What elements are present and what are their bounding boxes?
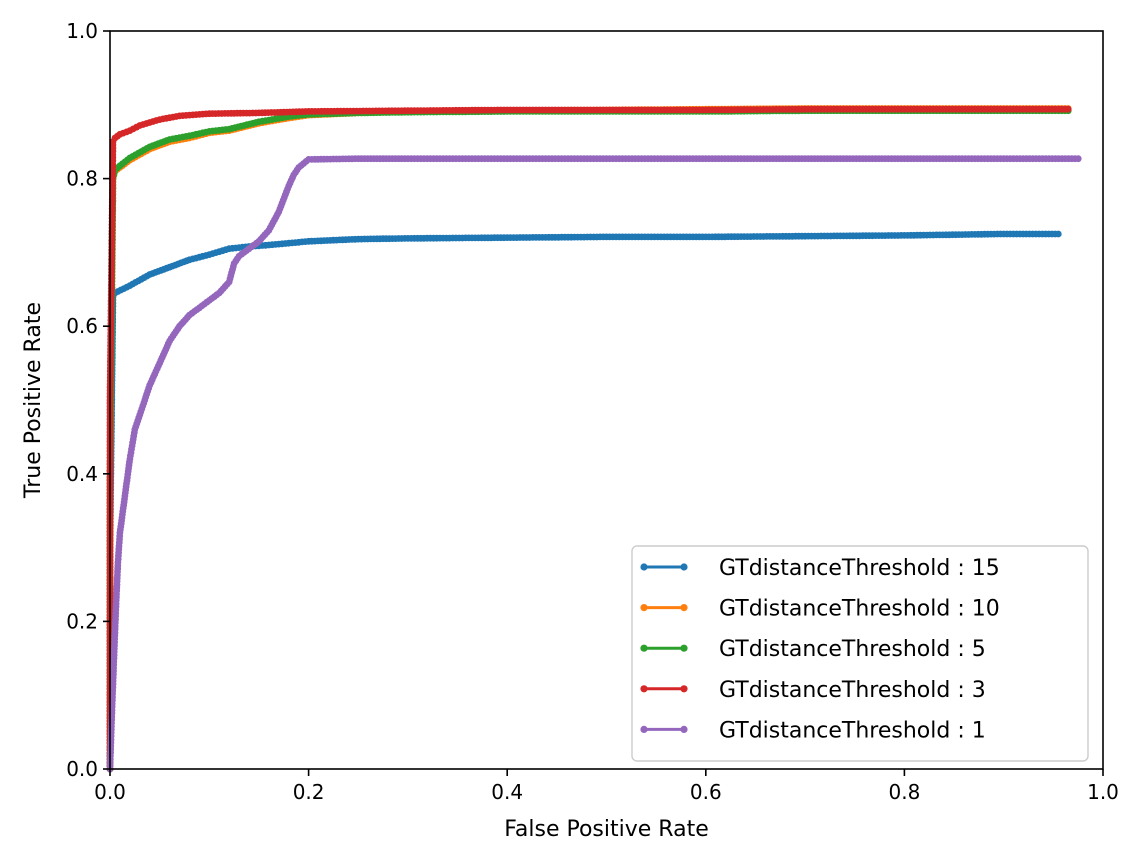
legend-item: GTdistanceThreshold : 10 (640, 597, 1000, 622)
y-tick-label: 1.0 (66, 19, 98, 43)
legend-marker (680, 644, 688, 652)
data-point (1074, 155, 1082, 163)
y-tick-label: 0.0 (66, 757, 98, 781)
legend-label: GTdistanceThreshold : 10 (719, 597, 1000, 622)
legend-label: GTdistanceThreshold : 3 (719, 678, 986, 703)
legend-item: GTdistanceThreshold : 3 (640, 678, 986, 703)
y-ticks: 0.0 0.2 0.4 0.6 0.8 1.0 (66, 19, 110, 781)
legend-marker (680, 563, 688, 571)
legend-marker (680, 685, 688, 693)
x-tick-label: 0.8 (888, 780, 920, 804)
data-point (1054, 230, 1062, 238)
legend-label: GTdistanceThreshold : 15 (719, 556, 1000, 581)
y-tick-label: 0.2 (66, 609, 98, 633)
legend-marker (640, 604, 648, 612)
x-tick-label: 0.4 (491, 780, 523, 804)
x-ticks: 0.0 0.2 0.4 0.6 0.8 1.0 (94, 769, 1119, 804)
legend-marker (640, 685, 648, 693)
legend-item: GTdistanceThreshold : 15 (640, 556, 1000, 581)
y-axis-label: True Positive Rate (21, 302, 46, 499)
legend-label: GTdistanceThreshold : 5 (719, 637, 986, 662)
series-5 (106, 155, 1082, 773)
legend-item: GTdistanceThreshold : 5 (640, 637, 986, 662)
x-tick-label: 0.2 (293, 780, 325, 804)
data-point (1064, 105, 1072, 113)
legend-box (631, 545, 1089, 762)
x-tick-label: 1.0 (1087, 780, 1119, 804)
y-tick-label: 0.8 (66, 167, 98, 191)
legend-item: GTdistanceThreshold : 1 (640, 718, 986, 743)
axes-frame (109, 30, 1104, 770)
x-tick-label: 0.6 (690, 780, 722, 804)
legend-label: GTdistanceThreshold : 1 (719, 718, 986, 743)
legend-marker (680, 725, 688, 734)
y-tick-label: 0.4 (66, 462, 98, 486)
legend-marker (680, 604, 688, 612)
x-axis-label: False Positive Rate (504, 817, 708, 842)
x-tick-label: 0.0 (94, 780, 126, 804)
y-tick-label: 0.6 (66, 314, 98, 338)
legend-marker (640, 644, 648, 652)
legend-marker (640, 563, 648, 571)
legend: GTdistanceThreshold : 15 GTdistanceThresh… (631, 545, 1089, 762)
legend-marker (640, 725, 648, 734)
